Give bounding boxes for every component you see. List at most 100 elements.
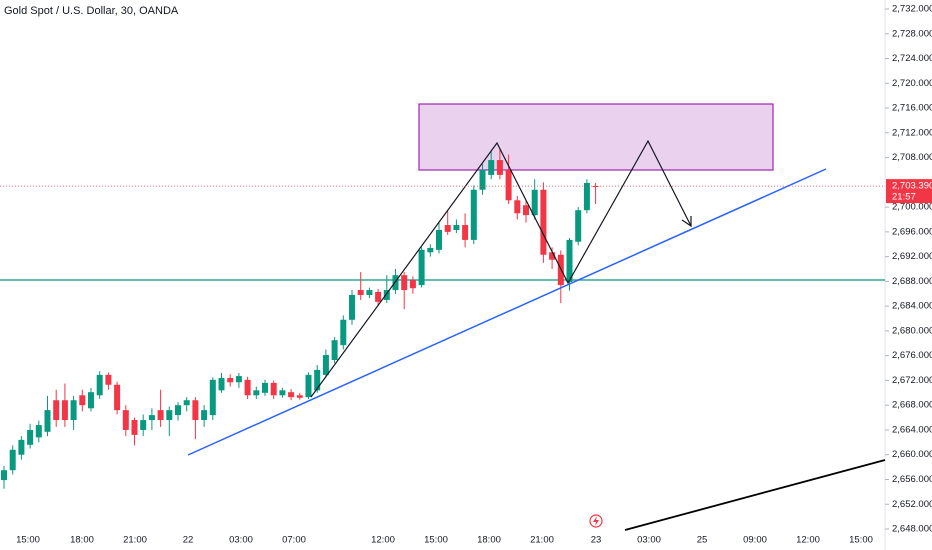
y-tick-label: 2,720.000 [892, 78, 932, 89]
candle-body [88, 392, 94, 409]
candle-body [270, 382, 277, 396]
candle-body [122, 410, 129, 430]
candle-body [244, 379, 251, 396]
candle-body [427, 247, 434, 253]
countdown: 21:57 [892, 192, 916, 203]
candle-body [523, 205, 529, 216]
candle-body [140, 420, 147, 430]
x-tick-label: 21:00 [123, 535, 147, 546]
y-tick-label: 2,684.000 [892, 301, 932, 312]
candle-body [375, 291, 382, 302]
candle-body [479, 169, 486, 190]
candle-body [496, 160, 503, 175]
candle-body [218, 377, 225, 391]
candle-body [96, 374, 103, 396]
x-tick-label: 15:00 [849, 535, 873, 546]
candle-body [235, 376, 242, 383]
candle-body [279, 390, 286, 396]
candle-body [18, 439, 25, 455]
candle-body [366, 290, 373, 295]
candle-body [209, 379, 216, 416]
y-tick-label: 2,648.000 [892, 524, 932, 535]
candle-body [288, 392, 295, 398]
candle-body [148, 415, 155, 421]
x-tick-label: 25 [697, 535, 708, 546]
candle-body [340, 319, 347, 346]
candle-body [575, 210, 582, 242]
y-tick-label: 2,732.000 [892, 4, 932, 15]
candle-body [305, 374, 312, 398]
y-tick-label: 2,660.000 [892, 449, 932, 460]
candle-body [531, 189, 538, 216]
candle-body [175, 405, 181, 416]
x-tick-label: 21:00 [530, 535, 554, 546]
x-tick-label: 07:00 [282, 535, 306, 546]
y-tick-label: 2,712.000 [892, 127, 932, 138]
candle-body [418, 249, 425, 286]
candle-body [296, 395, 303, 398]
candle-body [592, 186, 599, 188]
event-icon[interactable] [589, 514, 603, 528]
candle-body [349, 295, 355, 320]
supply-zone [418, 103, 774, 171]
candles [1, 148, 599, 489]
candle-body [9, 449, 16, 471]
candle-body [566, 239, 573, 282]
candle-body [201, 410, 208, 421]
candle-body [227, 377, 234, 383]
candle-body [105, 374, 112, 385]
candle-body [383, 290, 390, 300]
y-tick-label: 2,728.000 [892, 28, 932, 39]
grid: 2,648.000 2,652.000 2,656.000 2,660.000 2,66… [885, 4, 932, 535]
y-tick-label: 2,676.000 [892, 350, 932, 361]
candle-body [262, 382, 268, 393]
candle-body [253, 390, 260, 396]
candle-body [44, 410, 51, 432]
candle-body [462, 225, 469, 240]
candle-body [357, 290, 364, 295]
y-tick-label: 2,708.000 [892, 152, 932, 163]
x-tick-label: 18:00 [70, 535, 94, 546]
candle-body [1, 470, 7, 481]
y-tick-label: 2,672.000 [892, 375, 932, 386]
y-tick-label: 2,692.000 [892, 251, 932, 262]
x-tick-label: 03:00 [229, 535, 253, 546]
y-tick-label: 2,696.000 [892, 226, 932, 237]
candle-body [470, 189, 477, 240]
candle-body [27, 429, 34, 445]
candle-body [453, 225, 460, 230]
candle-body [540, 189, 547, 255]
x-tick-label: 18:00 [477, 535, 501, 546]
candle-body [488, 160, 495, 175]
candle-body [436, 230, 442, 250]
x-axis: 15:00 18:00 21:00 22 03:00 07:00 12:00 15:00 18:… [16, 535, 873, 546]
y-tick-label: 2,716.000 [892, 103, 932, 114]
y-tick-label: 2,700.000 [892, 202, 932, 213]
y-tick-label: 2,652.000 [892, 499, 932, 510]
candle-body [583, 182, 590, 211]
candle-body [549, 252, 556, 260]
trendline-lower [624, 459, 886, 531]
candle-body [166, 410, 173, 421]
candle-body [61, 400, 68, 421]
candle-body [505, 169, 512, 201]
candle-body [35, 425, 42, 438]
candle-body [409, 280, 416, 289]
x-tick-label: 22 [183, 535, 194, 546]
y-tick-label: 2,664.000 [892, 424, 932, 435]
candle-body [444, 225, 451, 232]
x-tick-label: 09:00 [743, 535, 767, 546]
trendline [187, 168, 827, 456]
projection-path [310, 139, 692, 398]
candle-body [192, 400, 199, 421]
candle-body [322, 355, 329, 375]
y-tick-label: 2,688.000 [892, 276, 932, 287]
candle-body [70, 400, 77, 421]
last-price-label: 2,703.390 [892, 181, 932, 192]
x-tick-label: 03:00 [637, 535, 661, 546]
arrow-head [681, 216, 692, 228]
candle-body [514, 200, 521, 214]
